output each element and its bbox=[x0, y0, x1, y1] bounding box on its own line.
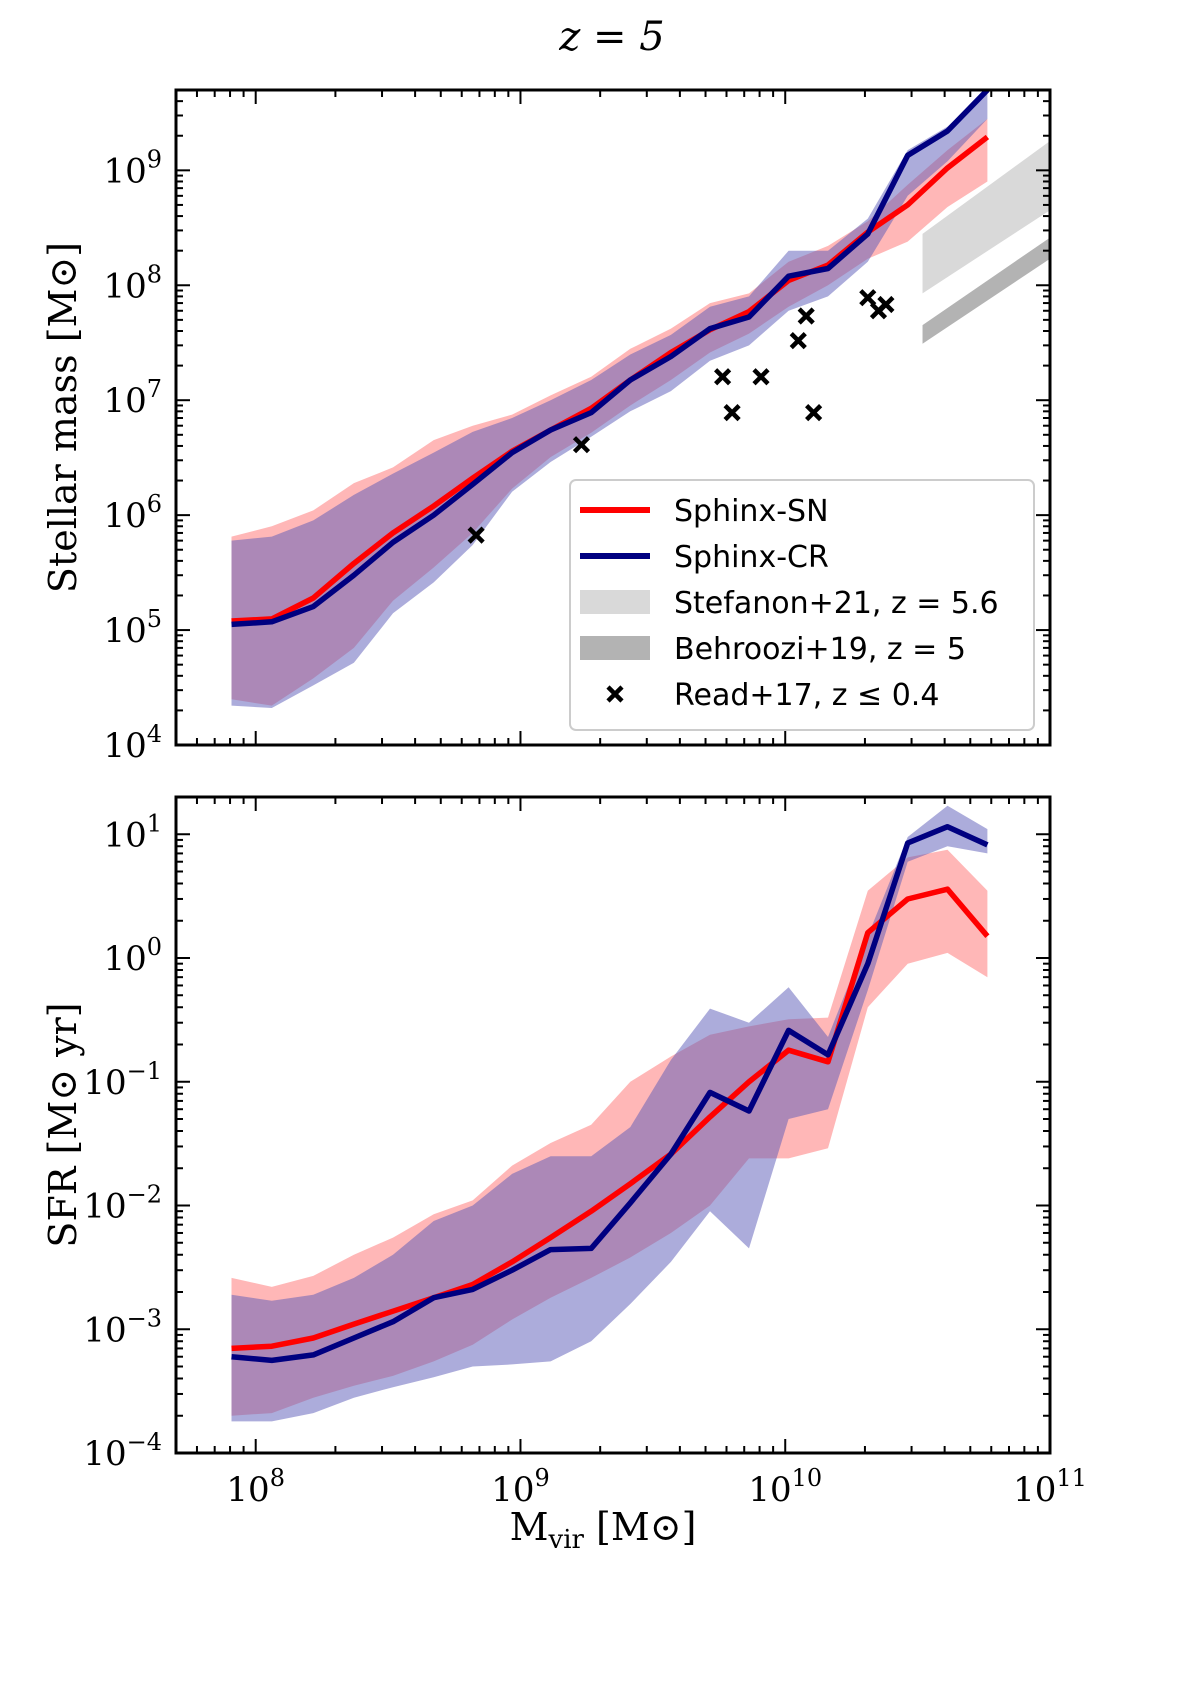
y-axis-label: Stellar mass [M⊙] bbox=[41, 242, 85, 593]
stellar-mass-panel: 104 105 106 107 108 109 Stellar mass [M⊙] Sphin… bbox=[41, 88, 1052, 766]
sphinx-cr-range-band bbox=[231, 805, 988, 1422]
y-tick-label: 109 bbox=[103, 145, 162, 191]
y-tick-label: 108 bbox=[103, 260, 162, 306]
sphinx-cr-line bbox=[231, 823, 989, 1364]
y-tick-label: 106 bbox=[103, 490, 162, 536]
figure-title: z = 5 bbox=[558, 14, 664, 60]
x-tick-label: 109 bbox=[491, 1464, 550, 1510]
read17-marker bbox=[797, 307, 815, 325]
legend-label: Sphinx-SN bbox=[674, 494, 829, 529]
legend-box bbox=[569, 479, 1035, 731]
read17-marker bbox=[805, 404, 823, 422]
read17-marker bbox=[859, 289, 877, 307]
sphinx-sn-line bbox=[231, 886, 990, 1352]
read17-marker bbox=[572, 436, 591, 454]
legend: Sphinx-SN Sphinx-CR Stefanon+21, z = 5.6 Be… bbox=[569, 479, 1035, 731]
y-tick-label: 10−1 bbox=[83, 1057, 162, 1103]
read17-marker bbox=[877, 295, 895, 314]
axes-frame bbox=[174, 88, 1052, 747]
read17-marker bbox=[789, 332, 807, 350]
sphinx-cr-line bbox=[231, 90, 990, 628]
x-axis-label: Mvir [M⊙] bbox=[510, 1505, 697, 1555]
y-tick-label: 104 bbox=[103, 720, 162, 766]
stefanon-21-band bbox=[922, 140, 1050, 294]
read17-marker bbox=[714, 368, 732, 386]
y-tick-label: 105 bbox=[103, 605, 162, 651]
behroozi-19-band bbox=[922, 237, 1050, 344]
read17-marker bbox=[467, 526, 485, 544]
y-tick-label: 100 bbox=[103, 933, 162, 979]
y-tick-label: 10−3 bbox=[83, 1304, 162, 1350]
x-tick-label: 1011 bbox=[1013, 1464, 1087, 1510]
legend-swatch-marker bbox=[606, 685, 624, 703]
x-tick-label: 108 bbox=[226, 1464, 285, 1510]
legend-label: Read+17, z ≤ 0.4 bbox=[674, 678, 939, 713]
legend-label: Sphinx-CR bbox=[674, 540, 829, 575]
read17-marker bbox=[752, 368, 770, 386]
y-tick-label: 10−4 bbox=[83, 1428, 162, 1474]
axes-frame bbox=[174, 795, 1052, 1455]
legend-label: Behroozi+19, z = 5 bbox=[674, 632, 966, 667]
legend-swatch-patch bbox=[580, 590, 650, 614]
legend-label: Stefanon+21, z = 5.6 bbox=[674, 586, 999, 621]
legend-swatch-patch bbox=[580, 636, 650, 660]
plot-area bbox=[231, 90, 1050, 708]
read17-marker bbox=[723, 404, 741, 422]
sfr-panel: 10−4 10−3 10−2 10−1 100 101 108 109 1010 1011 SFR … bbox=[41, 795, 1087, 1555]
plot-area bbox=[231, 805, 990, 1422]
x-tick-label: 1010 bbox=[748, 1464, 822, 1510]
y-axis-label: SFR [M⊙ yr] bbox=[41, 1002, 85, 1247]
y-tick-label: 107 bbox=[103, 375, 162, 421]
y-tick-label: 10−2 bbox=[83, 1181, 162, 1227]
y-tick-label: 101 bbox=[103, 809, 162, 855]
